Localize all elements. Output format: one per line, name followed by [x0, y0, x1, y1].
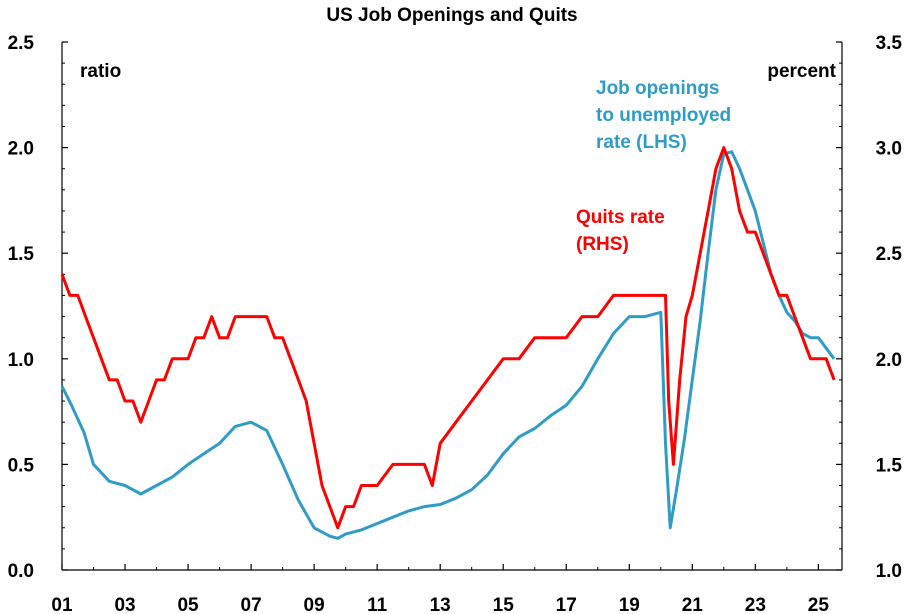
axes	[61, 41, 843, 571]
x-tick-label: 07	[241, 595, 262, 614]
x-tick-label: 05	[177, 595, 199, 614]
right-y-tick-label: 3.5	[876, 33, 903, 54]
right-unit-label: percent	[767, 61, 836, 82]
x-tick-label: 17	[556, 595, 577, 614]
series-lines	[60, 146, 836, 540]
left-y-tick-label: 1.5	[8, 244, 35, 265]
x-tick-label: 11	[367, 595, 388, 614]
tick-labels: 0.0 0.5 1.0 1.5 2.0 2.5 1.0 1.5 2.0 2.5 3.0 3.5 01 03…	[8, 33, 903, 614]
left-y-tick-label: 0.0	[8, 561, 34, 582]
left-unit-label: ratio	[80, 61, 121, 82]
right-y-tick-label: 1.0	[876, 561, 902, 582]
chart-title: US Job Openings and Quits	[326, 5, 577, 26]
x-tick-label: 09	[304, 595, 325, 614]
quits-annotation-line-1: Quits rate	[576, 207, 665, 228]
openings-annotation: Job openings to unemployed rate (LHS)	[596, 78, 731, 153]
left-y-tick-label: 2.0	[8, 139, 34, 160]
openings-annotation-line-3: rate (LHS)	[596, 132, 687, 153]
quits-line	[60, 146, 836, 530]
right-y-tick-label: 1.5	[876, 455, 903, 476]
right-y-tick-label: 2.5	[876, 244, 903, 265]
x-tick-label: 03	[114, 595, 135, 614]
openings-annotation-line-2: to unemployed	[596, 105, 731, 126]
right-y-tick-label: 2.0	[876, 350, 902, 371]
x-tick-label: 13	[430, 595, 451, 614]
left-y-tick-label: 2.5	[8, 33, 35, 54]
right-y-tick-label: 3.0	[876, 139, 902, 160]
openings-annotation-line-1: Job openings	[596, 78, 720, 99]
quits-annotation-line-2: (RHS)	[576, 234, 629, 255]
x-tick-label: 23	[745, 595, 766, 614]
left-y-tick-label: 0.5	[8, 455, 35, 476]
x-tick-label: 21	[682, 595, 704, 614]
x-tick-label: 01	[51, 595, 73, 614]
left-y-tick-label: 1.0	[8, 350, 34, 371]
openings-line	[60, 150, 836, 540]
x-tick-label: 19	[619, 595, 640, 614]
x-tick-label: 25	[808, 595, 830, 614]
x-tick-label: 15	[493, 595, 515, 614]
quits-annotation: Quits rate (RHS)	[576, 207, 665, 255]
